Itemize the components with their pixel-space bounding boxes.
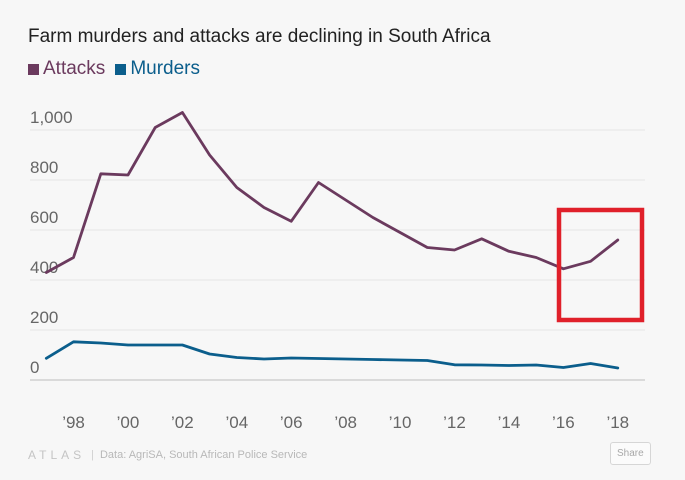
footer: ATLAS | Data: AgriSA, South African Poli… bbox=[28, 448, 307, 462]
legend-item-murders: Murders bbox=[115, 58, 200, 80]
series-line-attacks bbox=[44, 111, 620, 274]
source-note: Data: AgriSA, South African Police Servi… bbox=[99, 449, 308, 461]
x-tick-label: ’98 bbox=[62, 413, 85, 432]
atlas-logo: ATLAS bbox=[28, 448, 86, 462]
x-tick-label: ’12 bbox=[443, 413, 466, 432]
y-tick-label: 0 bbox=[30, 358, 39, 377]
x-tick-label: ’10 bbox=[389, 413, 412, 432]
x-tick-label: ’04 bbox=[225, 413, 248, 432]
highlight-box bbox=[556, 207, 645, 323]
legend-item-attacks: Attacks bbox=[28, 58, 105, 80]
x-tick-label: ’08 bbox=[334, 413, 357, 432]
attacks-swatch bbox=[28, 63, 39, 75]
x-tick-label: ’00 bbox=[117, 413, 140, 432]
legend: Attacks Murders bbox=[28, 58, 200, 80]
footer-divider: | bbox=[91, 449, 94, 461]
y-tick-label: 600 bbox=[30, 208, 58, 227]
murders-swatch bbox=[115, 63, 127, 75]
y-tick-label: 200 bbox=[30, 308, 58, 327]
x-tick-label: ’16 bbox=[552, 413, 575, 432]
y-tick-label: 1,000 bbox=[30, 108, 73, 127]
x-tick-label: ’14 bbox=[498, 413, 521, 432]
legend-label-attacks: Attacks bbox=[43, 58, 106, 79]
y-tick-label: 400 bbox=[30, 258, 58, 277]
series-line-murders bbox=[44, 340, 620, 370]
legend-label-murders: Murders bbox=[130, 58, 200, 79]
line-chart: 0 200 400 600 800 1,000 ’98 ’00 ’02 ’04 ’06 ’08 ’10 ’… bbox=[30, 108, 645, 432]
x-tick-label: ’18 bbox=[606, 413, 629, 432]
x-tick-label: ’06 bbox=[280, 413, 303, 432]
share-button[interactable]: Share bbox=[610, 442, 651, 465]
x-tick-label: ’02 bbox=[171, 413, 194, 432]
chart-title: Farm murders and attacks are declining i… bbox=[28, 26, 491, 47]
y-tick-label: 800 bbox=[30, 158, 58, 177]
